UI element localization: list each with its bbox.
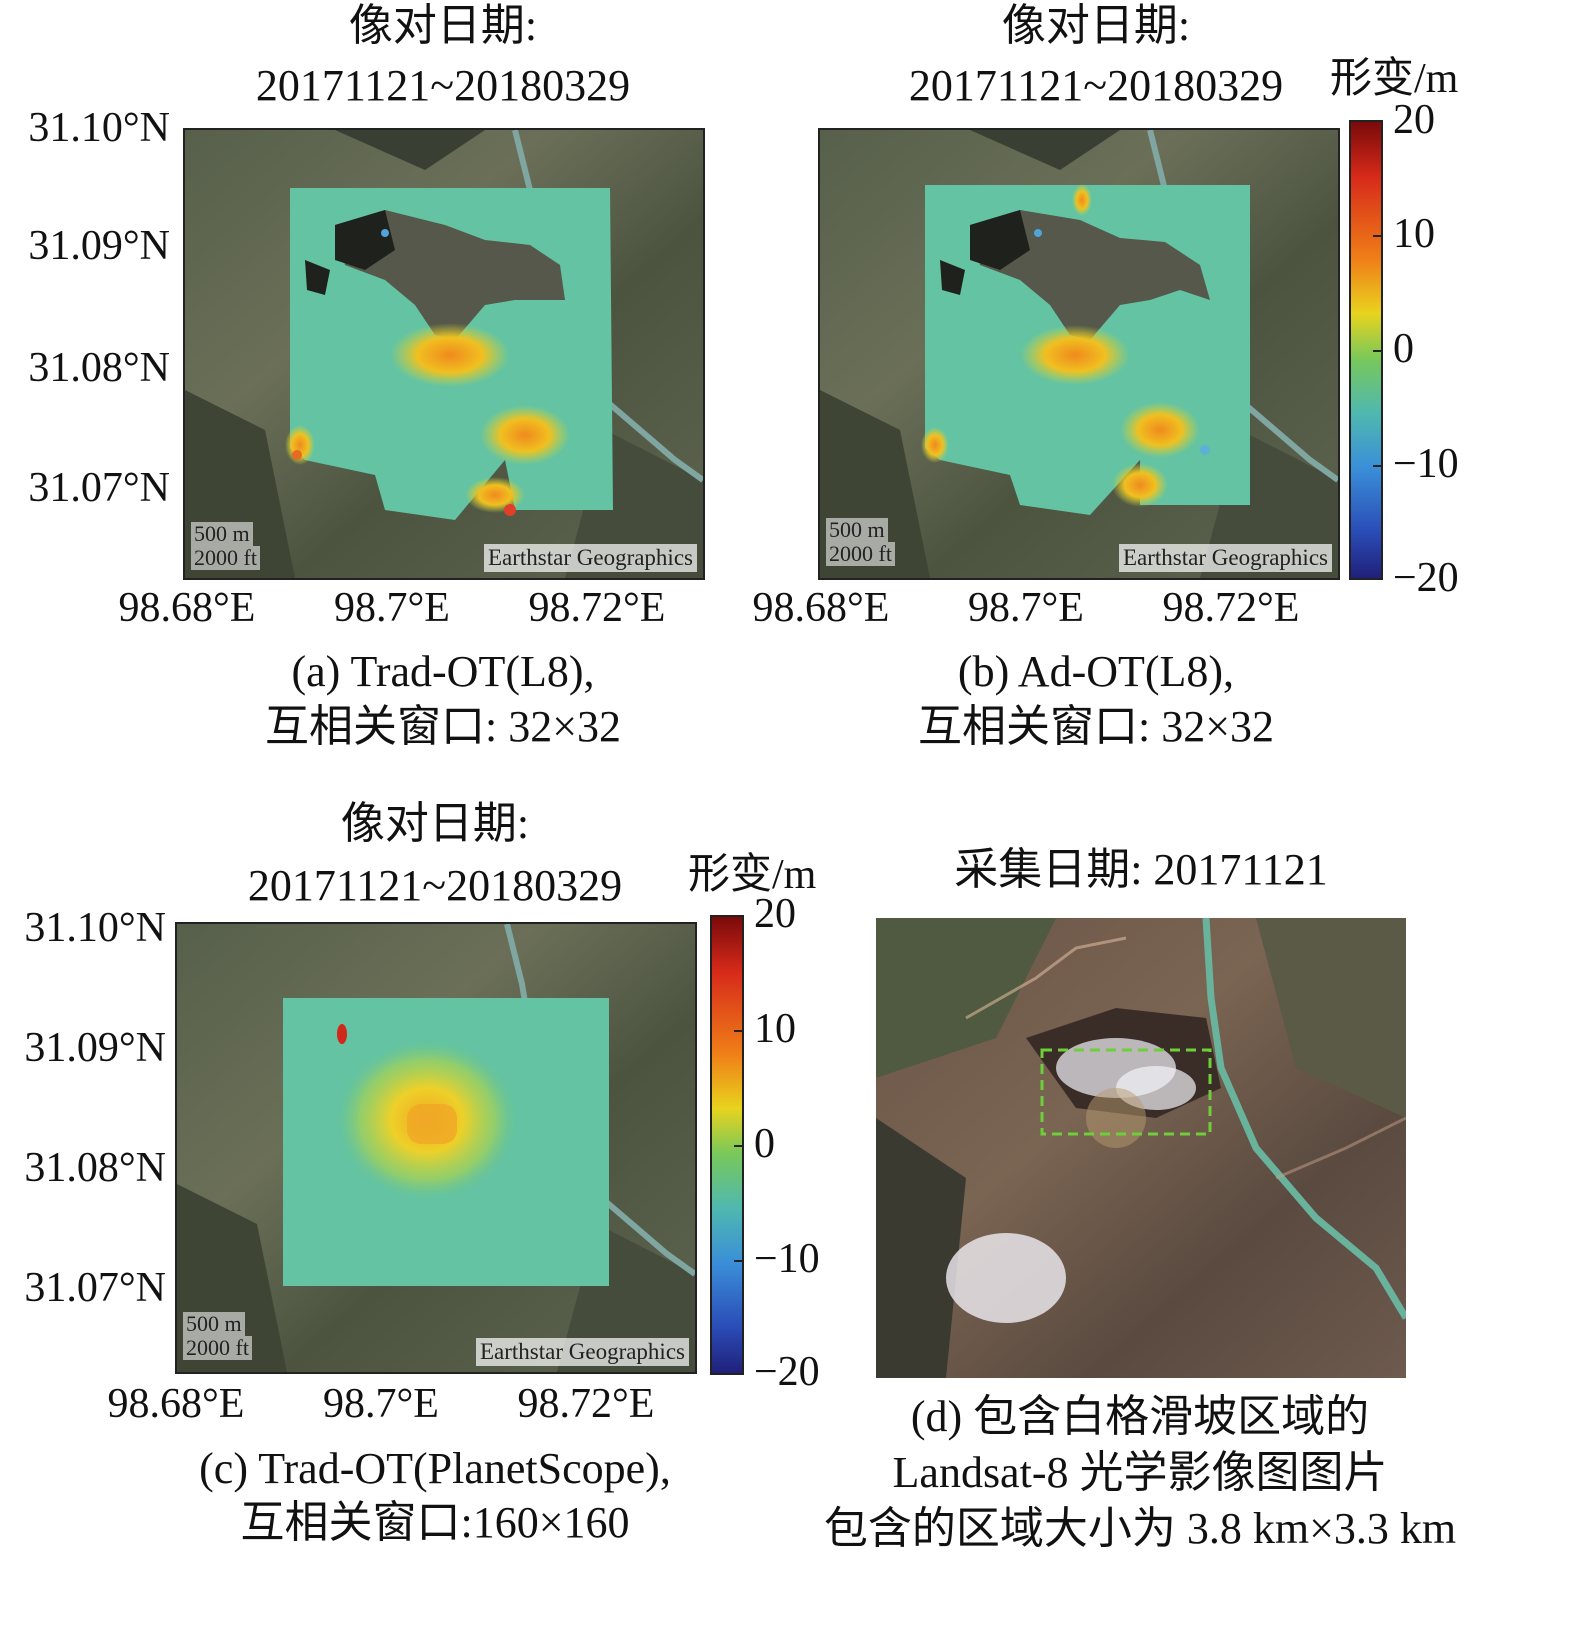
panel-a-caption-line1: (a) Trad-OT(L8), (291, 647, 595, 696)
panel-b-lon-tick: 98.7°E (968, 585, 1084, 631)
panel-c-lat-tick: 31.08°N (24, 1145, 166, 1191)
panel-d-caption-line2: Landsat-8 光学影像图图片 (892, 1448, 1388, 1497)
panel-a-lat-tick: 31.10°N (28, 105, 170, 151)
panel-a-map: 500 m 2000 ft Earthstar Geographics (183, 128, 705, 580)
panel-b-map: 500 m 2000 ft Earthstar Geographics (818, 128, 1340, 580)
panel-c-map-graphic (177, 924, 695, 1372)
colorbar-top-label: 形变/m (1330, 56, 1459, 102)
colorbar-bottom-label: 形变/m (688, 852, 817, 898)
panel-b-scale-ft: 2000 ft (826, 542, 895, 566)
panel-b-title-line2: 20171121~20180329 (908, 61, 1284, 110)
colorbar-bottom-tick: 20 (754, 891, 796, 937)
panel-a-attribution: Earthstar Geographics (483, 544, 697, 572)
panel-d-caption-line3: 包含的区域大小为 3.8 km×3.3 km (823, 1504, 1457, 1553)
panel-c-lon-tick: 98.7°E (323, 1381, 439, 1427)
colorbar-top-tick: 0 (1393, 326, 1414, 372)
panel-c-lat-tick: 31.07°N (24, 1265, 166, 1311)
panel-c-lat-tick: 31.10°N (24, 905, 166, 951)
panel-c-map: 500 m 2000 ft Earthstar Geographics (175, 922, 697, 1374)
panel-d-caption-line1: (d) 包含白格滑坡区域的 (910, 1392, 1370, 1441)
panel-a-lon-tick: 98.68°E (118, 585, 256, 631)
panel-c-scale-ft: 2000 ft (183, 1336, 252, 1360)
colorbar-bottom-tick: −20 (754, 1349, 820, 1395)
colorbar-tick-mark (1373, 350, 1381, 352)
panel-c-lat-tick: 31.09°N (24, 1025, 166, 1071)
panel-c-lon-tick: 98.72°E (517, 1381, 655, 1427)
panel-c-caption-line1: (c) Trad-OT(PlanetScope), (199, 1444, 671, 1493)
panel-c-caption-line2: 互相关窗口:160×160 (240, 1498, 630, 1547)
panel-a-lat-tick: 31.07°N (28, 465, 170, 511)
colorbar-bottom-tick: −10 (754, 1236, 820, 1282)
panel-b-lon-tick: 98.68°E (752, 585, 890, 631)
panel-b-caption-line2: 互相关窗口: 32×32 (917, 702, 1275, 751)
panel-d-landsat-image (876, 918, 1406, 1378)
panel-a-lon-tick: 98.72°E (528, 585, 666, 631)
panel-a-lon-tick: 98.7°E (334, 585, 450, 631)
panel-a-lat-tick: 31.09°N (28, 223, 170, 269)
panel-b-map-graphic (820, 130, 1338, 578)
colorbar-top-tick: 10 (1393, 211, 1435, 257)
colorbar-tick-mark (734, 1145, 742, 1147)
colorbar-tick-mark (1373, 235, 1381, 237)
panel-b-caption-line1: (b) Ad-OT(L8), (957, 647, 1235, 696)
panel-b-attribution: Earthstar Geographics (1118, 544, 1332, 572)
panel-a-scale-ft: 2000 ft (191, 546, 260, 570)
colorbar-bottom-tick: 10 (754, 1006, 796, 1052)
colorbar-tick-mark (734, 1260, 742, 1262)
panel-a-caption-line2: 互相关窗口: 32×32 (264, 702, 622, 751)
panel-a-title-line1: 像对日期: (348, 1, 538, 50)
roi-box (1040, 1048, 1212, 1136)
colorbar-top-tick: −10 (1393, 441, 1459, 487)
panel-b-lon-tick: 98.72°E (1162, 585, 1300, 631)
panel-c-title-line1: 像对日期: (340, 799, 530, 848)
panel-b-title-line1: 像对日期: (1001, 1, 1191, 50)
colorbar-tick-mark (734, 1030, 742, 1032)
colorbar-top-tick: 20 (1393, 97, 1435, 143)
panel-a-title-line2: 20171121~20180329 (255, 61, 631, 110)
panel-d-title: 采集日期: 20171121 (954, 845, 1328, 894)
panel-c-attribution: Earthstar Geographics (475, 1338, 689, 1366)
panel-c-title-line2: 20171121~20180329 (247, 861, 623, 910)
colorbar-bottom (710, 915, 744, 1375)
colorbar-bottom-tick: 0 (754, 1121, 775, 1167)
panel-d-image-graphic (876, 918, 1406, 1378)
panel-c-scale-m: 500 m (183, 1312, 245, 1336)
panel-a-scale-m: 500 m (191, 522, 253, 546)
panel-b-scale-m: 500 m (826, 518, 888, 542)
panel-a-lat-tick: 31.08°N (28, 345, 170, 391)
colorbar-tick-mark (1373, 465, 1381, 467)
colorbar-top-tick: −20 (1393, 555, 1459, 601)
panel-a-map-graphic (185, 130, 703, 578)
panel-c-lon-tick: 98.68°E (107, 1381, 245, 1427)
colorbar-top (1349, 120, 1383, 580)
